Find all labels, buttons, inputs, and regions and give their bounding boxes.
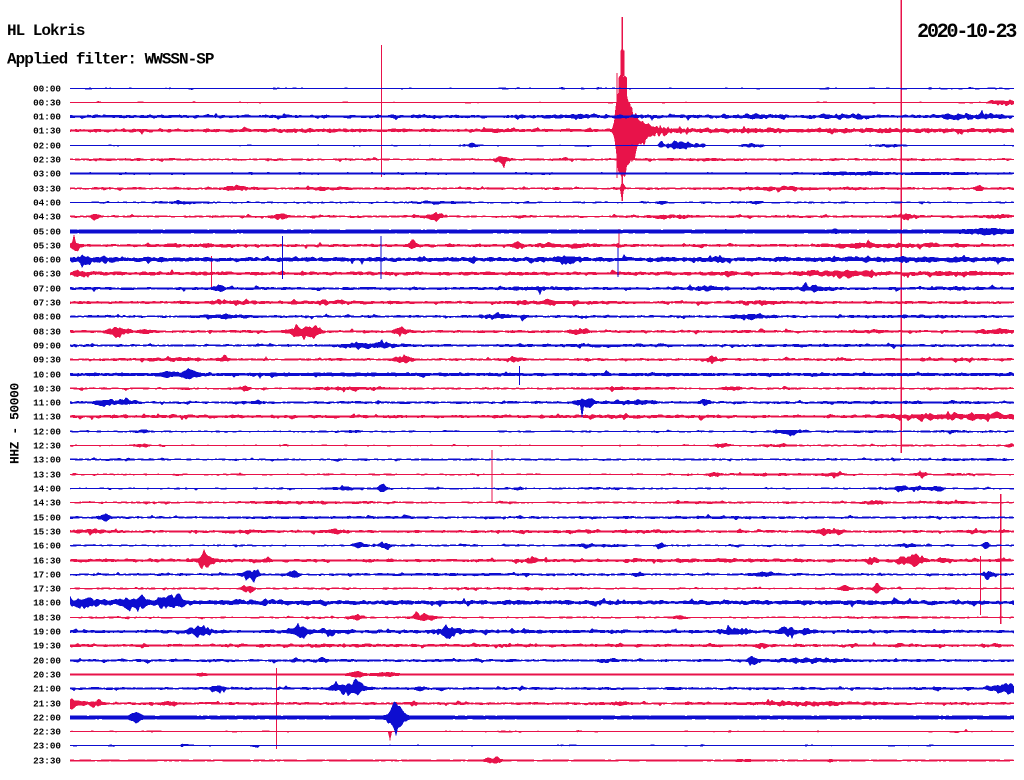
svg-text:11:30: 11:30 [33,412,61,423]
svg-text:12:00: 12:00 [33,427,61,438]
svg-text:13:30: 13:30 [33,470,61,481]
svg-text:20:00: 20:00 [33,656,61,667]
svg-text:20:30: 20:30 [33,670,61,681]
svg-text:17:00: 17:00 [33,570,61,581]
svg-text:01:30: 01:30 [33,126,61,137]
svg-text:17:30: 17:30 [33,584,61,595]
svg-text:14:30: 14:30 [33,498,61,509]
svg-text:19:00: 19:00 [33,627,61,638]
svg-text:02:00: 02:00 [33,141,61,152]
svg-text:08:00: 08:00 [33,312,61,323]
svg-text:22:00: 22:00 [33,713,61,724]
svg-text:23:00: 23:00 [33,741,61,752]
svg-text:10:00: 10:00 [33,370,61,381]
svg-text:12:30: 12:30 [33,441,61,452]
svg-text:09:30: 09:30 [33,355,61,366]
svg-text:00:30: 00:30 [33,98,61,109]
svg-text:06:00: 06:00 [33,255,61,266]
svg-text:01:00: 01:00 [33,112,61,123]
svg-text:15:00: 15:00 [33,513,61,524]
svg-text:03:30: 03:30 [33,184,61,195]
svg-text:05:30: 05:30 [33,241,61,252]
svg-text:HHZ - 50000: HHZ - 50000 [8,383,23,465]
svg-text:22:30: 22:30 [33,727,61,738]
svg-text:04:30: 04:30 [33,212,61,223]
svg-text:2020-10-23: 2020-10-23 [917,21,1016,44]
svg-text:21:30: 21:30 [33,699,61,710]
svg-text:Applied filter: WWSSN-SP: Applied filter: WWSSN-SP [7,51,214,69]
svg-text:HL Lokris: HL Lokris [7,22,85,40]
svg-text:21:00: 21:00 [33,684,61,695]
svg-text:18:30: 18:30 [33,613,61,624]
svg-text:13:00: 13:00 [33,455,61,466]
svg-text:05:00: 05:00 [33,227,61,238]
svg-text:19:30: 19:30 [33,641,61,652]
svg-text:02:30: 02:30 [33,155,61,166]
svg-text:14:00: 14:00 [33,484,61,495]
svg-text:16:00: 16:00 [33,541,61,552]
svg-text:23:30: 23:30 [33,756,61,767]
svg-text:04:00: 04:00 [33,198,61,209]
svg-text:07:30: 07:30 [33,298,61,309]
svg-text:00:00: 00:00 [33,84,61,95]
svg-text:15:30: 15:30 [33,527,61,538]
svg-text:16:30: 16:30 [33,556,61,567]
svg-text:18:00: 18:00 [33,598,61,609]
svg-text:10:30: 10:30 [33,384,61,395]
svg-text:03:00: 03:00 [33,169,61,180]
svg-text:11:00: 11:00 [33,398,61,409]
svg-text:06:30: 06:30 [33,269,61,280]
svg-text:08:30: 08:30 [33,327,61,338]
svg-text:07:00: 07:00 [33,284,61,295]
svg-text:09:00: 09:00 [33,341,61,352]
